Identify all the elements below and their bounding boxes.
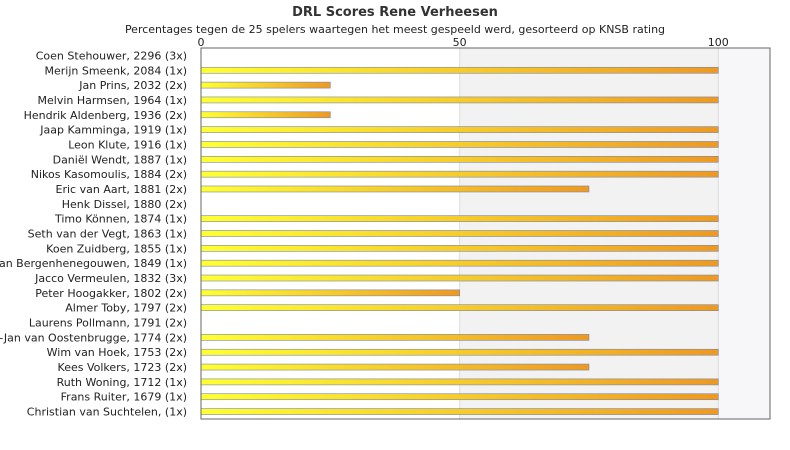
category-label: Leon Klute, 1916 (1x) (68, 138, 187, 151)
category-label: Daniël Wendt, 1887 (1x) (53, 153, 187, 166)
plot-area: 0 50 100 Coen Stehouwer, 2296 (3x) Merijn Sm… (0, 36, 771, 420)
category-label: Koen Zuidberg, 1855 (1x) (46, 242, 187, 255)
plot-frame (200, 47, 771, 420)
bar (200, 96, 719, 104)
bar (200, 348, 719, 356)
category-label: t-Jan van Oostenbrugge, 1774 (2x) (0, 331, 187, 344)
category-label: Seth van der Vegt, 1863 (1x) (28, 228, 187, 241)
chart-subtitle: Percentages tegen de 25 spelers waartege… (125, 23, 665, 36)
plot-band-100-max (718, 48, 770, 419)
category-label: Wim van Hoek, 1753 (2x) (47, 346, 187, 359)
bar (200, 274, 719, 282)
category-label: Timo Können, 1874 (1x) (54, 213, 187, 226)
bar (200, 245, 719, 252)
bar (200, 334, 590, 341)
category-label: van Bergenhenegouwen, 1849 (1x) (0, 257, 187, 270)
x-tick-label: 100 (708, 36, 729, 49)
category-label: Jan Prins, 2032 (2x) (78, 79, 187, 92)
bar (200, 141, 719, 148)
bar (200, 230, 719, 237)
category-label: Almer Toby, 1797 (2x) (65, 302, 187, 315)
bar (200, 66, 719, 74)
category-label: Ruth Woning, 1712 (1x) (57, 376, 187, 389)
bar (200, 126, 719, 133)
category-label: Henk Dissel, 1880 (2x) (62, 198, 187, 211)
bar (200, 156, 719, 163)
bar (200, 363, 590, 371)
x-tick-label: 50 (453, 36, 467, 49)
category-label: Eric van Aart, 1881 (2x) (56, 183, 187, 196)
category-label: Jaap Kamminga, 1919 (1x) (39, 124, 187, 137)
category-label: Coen Stehouwer, 2296 (3x) (36, 49, 187, 62)
bar (200, 304, 719, 312)
category-label: Kees Volkers, 1723 (2x) (58, 361, 187, 374)
bar (200, 378, 719, 386)
bar (200, 393, 719, 401)
bar (200, 81, 331, 89)
bar (200, 170, 719, 178)
bar (200, 185, 590, 193)
category-label: Jacco Vermeulen, 1832 (3x) (34, 272, 187, 285)
bar (200, 408, 719, 415)
category-label: Peter Hoogakker, 1802 (2x) (35, 287, 187, 300)
category-label: Nikos Kasomoulis, 1884 (2x) (31, 168, 187, 181)
bar (200, 259, 719, 267)
category-label: Laurens Pollmann, 1791 (2x) (29, 317, 187, 330)
category-label: Melvin Harmsen, 1964 (1x) (38, 94, 187, 107)
category-label: Merijn Smeenk, 2084 (1x) (44, 64, 187, 77)
category-label: Frans Ruiter, 1679 (1x) (61, 391, 187, 404)
chart-title: DRL Scores Rene Verheesen (292, 5, 498, 20)
bar (200, 289, 460, 297)
category-label: Christian van Suchtelen, (1x) (27, 406, 187, 419)
bar (200, 215, 719, 222)
bar (200, 111, 331, 119)
x-tick-label: 0 (198, 36, 205, 49)
category-label: Hendrik Aldenberg, 1936 (2x) (24, 109, 187, 122)
